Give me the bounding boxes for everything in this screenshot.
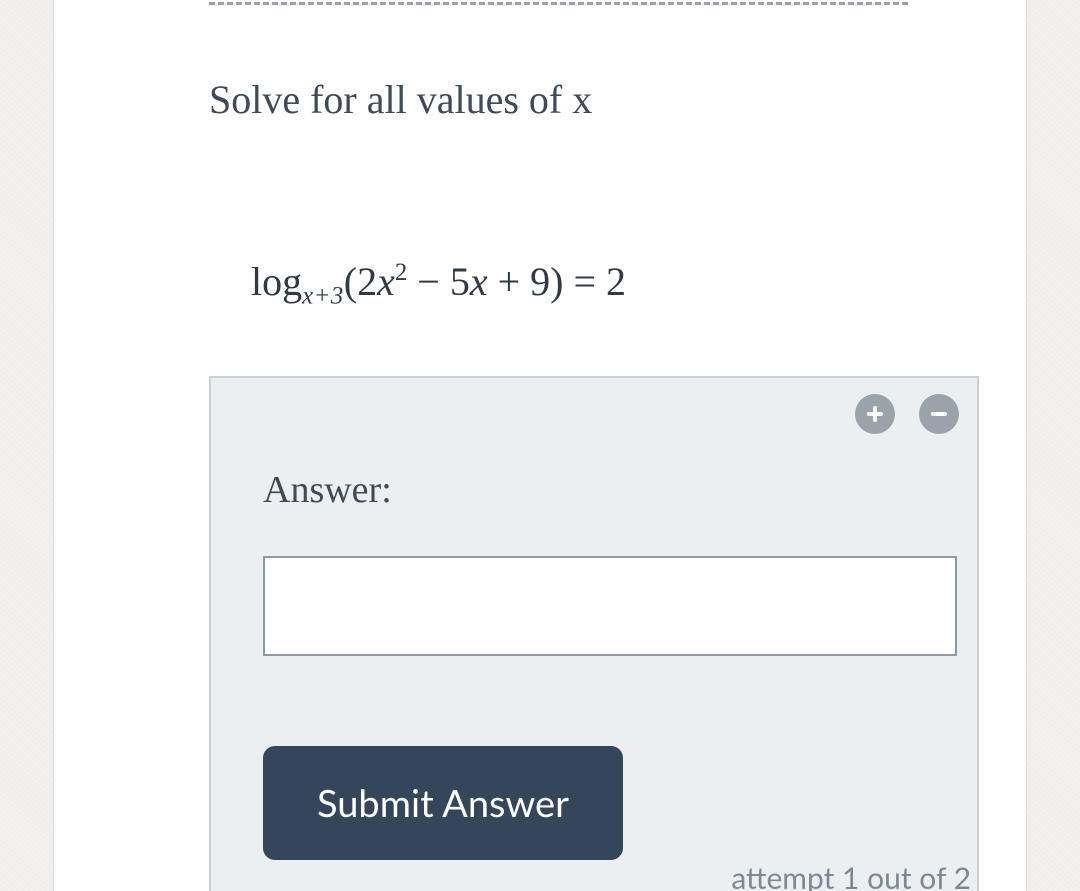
answer-panel: Answer: Submit Answer attempt 1 out of 2 [209, 376, 979, 891]
equation-display: logx+3(2x2 − 5x + 9) = 2 [251, 258, 626, 311]
equation-subscript: x+3 [302, 283, 344, 310]
equation-equals: = 2 [564, 259, 627, 304]
question-card: Solve for all values of x logx+3(2x2 − 5… [54, 0, 1026, 891]
divider-dashed [209, 2, 908, 5]
question-prompt: Solve for all values of x [209, 76, 592, 123]
add-answer-button[interactable] [855, 394, 895, 434]
page-background: Solve for all values of x logx+3(2x2 − 5… [0, 0, 1080, 891]
remove-answer-button[interactable] [919, 394, 959, 434]
submit-answer-button[interactable]: Submit Answer [263, 746, 623, 860]
plus-icon [865, 404, 885, 424]
answer-controls [855, 394, 959, 434]
answer-input[interactable] [263, 556, 957, 656]
minus-icon [929, 404, 949, 424]
attempt-counter: attempt 1 out of 2 [731, 860, 971, 891]
equation-log: log [251, 259, 302, 304]
answer-label: Answer: [263, 468, 392, 512]
equation-inner: (2x2 − 5x + 9) [344, 259, 564, 304]
